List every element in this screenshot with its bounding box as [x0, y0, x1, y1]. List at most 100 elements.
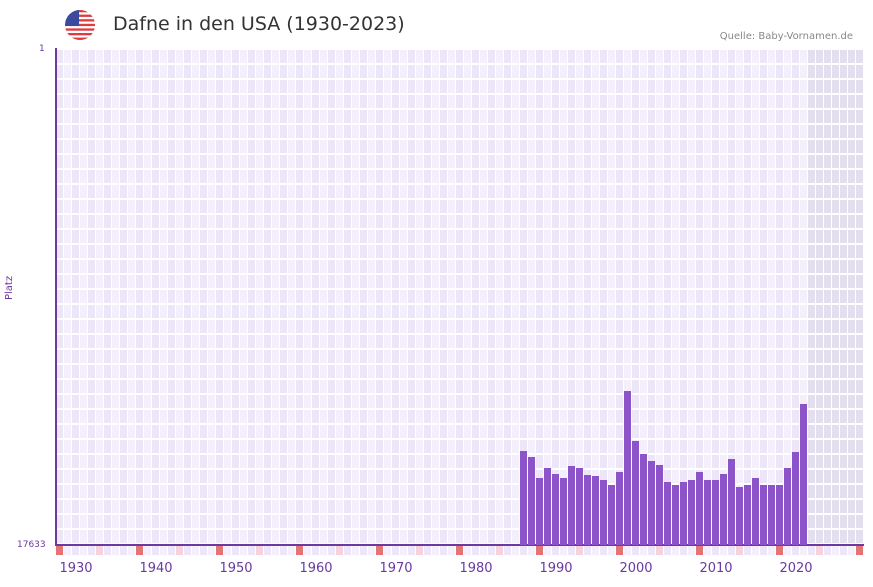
x-tick-label: 2000 [619, 561, 653, 576]
bar-2005[interactable] [672, 485, 679, 545]
bar-2018[interactable] [776, 484, 783, 545]
year-tick [384, 546, 391, 555]
x-tick-label: 2010 [699, 561, 733, 576]
year-tick [160, 546, 167, 555]
year-tick [528, 546, 535, 555]
year-tick [680, 546, 687, 555]
x-tick-label: 1970 [379, 561, 413, 576]
bar-1992[interactable] [568, 466, 575, 545]
bar-1989[interactable] [544, 468, 551, 545]
bar-1996[interactable] [600, 479, 607, 545]
year-tick [576, 546, 583, 555]
year-tick [216, 546, 223, 555]
bar-2021[interactable] [800, 404, 807, 545]
bar-1997[interactable] [608, 485, 615, 545]
year-tick [144, 546, 151, 555]
bar-2000[interactable] [632, 441, 639, 545]
year-tick [256, 546, 263, 555]
year-tick [664, 546, 671, 555]
year-tick [192, 546, 199, 555]
year-tick [360, 546, 367, 555]
year-tick [296, 546, 303, 555]
x-tick-label: 1930 [59, 561, 93, 576]
y-axis-top-label: 1 [39, 44, 45, 54]
bar-2014[interactable] [744, 485, 751, 545]
x-tick-label: 1940 [139, 561, 173, 576]
year-tick [584, 546, 591, 555]
year-tick [72, 546, 79, 555]
bar-2004[interactable] [664, 482, 671, 545]
plot-area [56, 48, 864, 545]
bar-2019[interactable] [784, 468, 791, 545]
source-link[interactable]: Quelle: Baby-Vornamen.de [719, 31, 853, 42]
bar-2016[interactable] [760, 484, 767, 545]
year-tick [448, 546, 455, 555]
bar-1999[interactable] [624, 390, 631, 545]
year-tick [240, 546, 247, 555]
year-tick [504, 546, 511, 555]
year-tick [128, 546, 135, 555]
bar-1995[interactable] [592, 476, 599, 545]
bar-2017[interactable] [768, 484, 775, 545]
year-tick [352, 546, 359, 555]
year-tick [200, 546, 207, 555]
year-tick [136, 546, 143, 555]
bar-1994[interactable] [584, 475, 591, 545]
year-tick [648, 546, 655, 555]
year-tick [120, 546, 127, 555]
year-tick [624, 546, 631, 555]
year-tick [224, 546, 231, 555]
bar-1991[interactable] [560, 478, 567, 545]
bar-2010[interactable] [712, 479, 719, 545]
year-tick [440, 546, 447, 555]
x-tick-label: 1990 [539, 561, 573, 576]
year-tick [248, 546, 255, 555]
year-tick [376, 546, 383, 555]
bar-2001[interactable] [640, 454, 647, 545]
year-tick [288, 546, 295, 555]
bar-2020[interactable] [792, 452, 799, 545]
year-tick [312, 546, 319, 555]
year-tick [792, 546, 799, 555]
year-tick [344, 546, 351, 555]
year-tick [688, 546, 695, 555]
year-tick [272, 546, 279, 555]
year-tick [416, 546, 423, 555]
year-tick [696, 546, 703, 555]
bar-1998[interactable] [616, 472, 623, 545]
year-tick [208, 546, 215, 555]
year-tick [336, 546, 343, 555]
year-tick [744, 546, 751, 555]
bar-2007[interactable] [688, 479, 695, 545]
year-tick [168, 546, 175, 555]
bar-2006[interactable] [680, 482, 687, 545]
bar-2002[interactable] [648, 461, 655, 545]
bar-2008[interactable] [696, 472, 703, 545]
bar-1987[interactable] [528, 457, 535, 545]
year-tick [720, 546, 727, 555]
year-tick [736, 546, 743, 555]
year-tick [800, 546, 807, 555]
bar-2013[interactable] [736, 486, 743, 545]
bar-1986[interactable] [520, 451, 527, 545]
bar-1993[interactable] [576, 468, 583, 545]
x-axis-line [55, 544, 864, 546]
bar-2011[interactable] [720, 474, 727, 545]
bar-2009[interactable] [704, 480, 711, 545]
year-tick [712, 546, 719, 555]
chart-title: Dafne in den USA (1930-2023) [113, 13, 405, 35]
bar-2015[interactable] [752, 478, 759, 545]
year-tick [832, 546, 839, 555]
year-tick [608, 546, 615, 555]
year-tick [80, 546, 87, 555]
year-tick [112, 546, 119, 555]
year-tick [232, 546, 239, 555]
year-tick [520, 546, 527, 555]
bar-1990[interactable] [552, 474, 559, 545]
bar-2003[interactable] [656, 465, 663, 545]
year-tick [840, 546, 847, 555]
y-axis-bottom-label: 17633 [17, 540, 46, 550]
year-tick [568, 546, 575, 555]
bar-1988[interactable] [536, 478, 543, 545]
bar-2012[interactable] [728, 459, 735, 545]
